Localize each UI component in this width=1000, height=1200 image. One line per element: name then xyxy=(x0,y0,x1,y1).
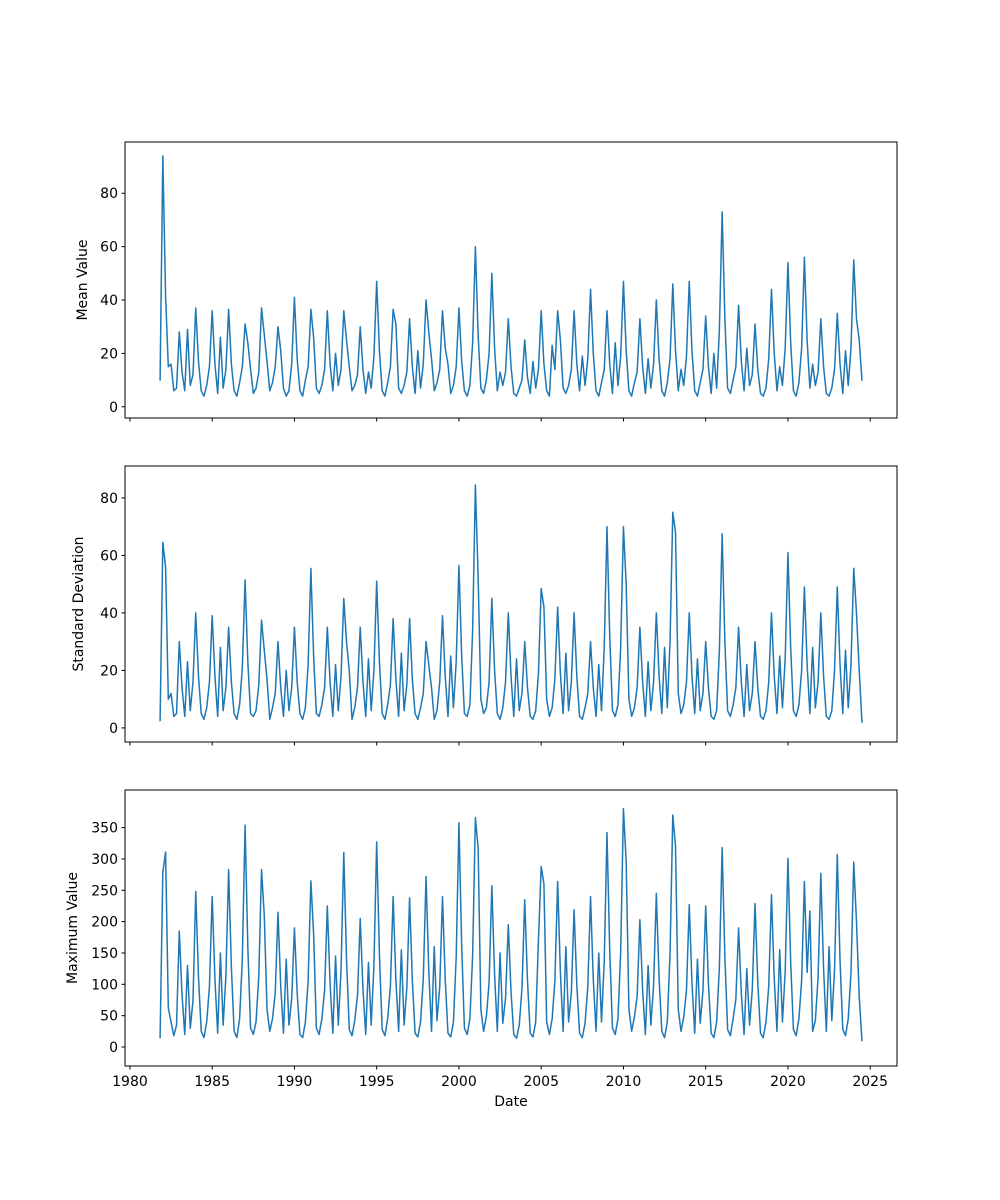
y-tick-label: 40 xyxy=(100,293,118,309)
y-tick-label: 0 xyxy=(109,721,118,737)
x-tick-label: 1985 xyxy=(194,1074,230,1090)
plot-border xyxy=(124,465,898,743)
y-tick-label: 150 xyxy=(91,946,118,962)
mean-value-axis-label: Mean Value xyxy=(75,239,91,321)
x-tick-label: 2015 xyxy=(688,1074,724,1090)
y-tick-label: 60 xyxy=(100,240,118,256)
y-tick-label: 80 xyxy=(100,491,118,507)
y-tick-label: 20 xyxy=(100,346,118,362)
y-tick-label: 300 xyxy=(91,852,118,868)
standard-deviation-chart: 0 20 40 60 80 xyxy=(100,465,898,746)
y-tick-label: 0 xyxy=(109,1040,118,1056)
x-tick-label: 2005 xyxy=(523,1074,559,1090)
series-line xyxy=(159,808,863,1042)
series-line xyxy=(159,155,863,397)
date-axis-label: Date xyxy=(494,1094,528,1110)
plot-border xyxy=(124,789,898,1067)
y-tick-label: 250 xyxy=(91,883,118,899)
x-tick-label: 2020 xyxy=(770,1074,806,1090)
plot-border xyxy=(124,141,898,419)
maximum-value-chart: 1980 1985 1990 1995 2000 2005 2010 2015 2020 2025… xyxy=(91,789,898,1090)
y-tick-label: 20 xyxy=(100,663,118,679)
mean-value-chart: 0 20 40 60 80 xyxy=(100,141,898,422)
y-tick-label: 200 xyxy=(91,915,118,931)
x-tick-label: 2000 xyxy=(441,1074,477,1090)
series-line xyxy=(159,484,863,723)
x-tick-label: 2010 xyxy=(606,1074,642,1090)
y-tick-label: 100 xyxy=(91,977,118,993)
standard-deviation-axis-label: Standard Deviation xyxy=(71,536,87,672)
maximum-value-axis-label: Maximum Value xyxy=(65,872,81,984)
x-tick-label: 1980 xyxy=(112,1074,148,1090)
x-tick-label: 1990 xyxy=(277,1074,313,1090)
y-tick-label: 350 xyxy=(91,821,118,837)
y-tick-label: 0 xyxy=(109,400,118,416)
y-tick-label: 80 xyxy=(100,186,118,202)
y-tick-label: 50 xyxy=(100,1009,118,1025)
y-tick-label: 40 xyxy=(100,606,118,622)
y-tick-label: 60 xyxy=(100,548,118,564)
x-tick-label: 1995 xyxy=(359,1074,395,1090)
x-tick-label: 2025 xyxy=(852,1074,888,1090)
